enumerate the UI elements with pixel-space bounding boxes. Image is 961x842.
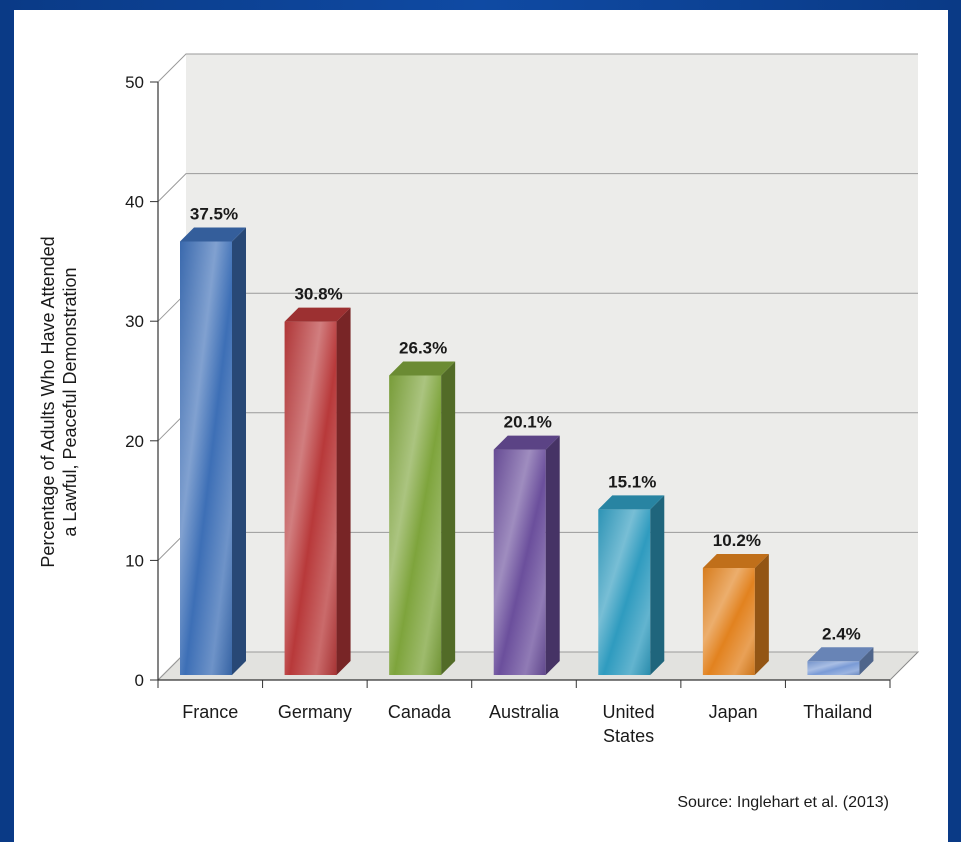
x-tick-label: Thailand bbox=[803, 702, 872, 722]
data-label: 26.3% bbox=[399, 338, 447, 357]
bar-front bbox=[702, 568, 755, 675]
bar-top bbox=[598, 495, 665, 510]
bar-side bbox=[650, 495, 665, 675]
bar-thailand bbox=[807, 647, 874, 675]
bar-top bbox=[389, 361, 456, 376]
bar-front bbox=[389, 375, 442, 675]
data-labels: 37.5% 30.8% 26.3% 20.1% 15.1% 10.2% 2.4% bbox=[190, 205, 861, 644]
bar-front bbox=[284, 321, 337, 675]
bar-australia bbox=[493, 435, 560, 675]
y-tick-label: 20 bbox=[125, 432, 144, 451]
y-tick-label: 30 bbox=[125, 312, 144, 331]
x-tick-label: Germany bbox=[278, 702, 352, 722]
bar-front bbox=[493, 449, 546, 675]
data-label: 30.8% bbox=[294, 285, 342, 304]
bar-top bbox=[493, 435, 560, 450]
y-tick-label: 40 bbox=[125, 193, 144, 212]
axes bbox=[150, 81, 891, 688]
data-label: 10.2% bbox=[713, 531, 761, 550]
bar-united-states bbox=[598, 495, 665, 675]
bar-top bbox=[702, 554, 769, 569]
bar-side bbox=[545, 435, 560, 675]
data-label: 20.1% bbox=[504, 413, 552, 432]
data-label: 2.4% bbox=[822, 624, 861, 643]
bar-top bbox=[284, 307, 351, 322]
bar-front bbox=[598, 509, 651, 675]
chart-panel: 0 10 20 30 40 50 37.5% 30.8% 26.3% 20.1% 15.1% 10.… bbox=[14, 10, 948, 842]
bar-front bbox=[180, 241, 232, 675]
y-axis-title: Percentage of Adults Who Have Attended a … bbox=[38, 236, 80, 567]
bar-side bbox=[754, 554, 769, 675]
bar-france bbox=[180, 227, 246, 675]
bar-canada bbox=[389, 361, 456, 675]
y-axis-label: Percentage of Adults Who Have Attended a … bbox=[38, 236, 80, 567]
y-tick-label: 50 bbox=[125, 73, 144, 92]
y-tick-labels: 0 10 20 30 40 50 bbox=[125, 73, 144, 690]
bar-top bbox=[807, 647, 874, 662]
bar-side bbox=[859, 647, 874, 675]
x-tick-label: Japan bbox=[709, 702, 758, 722]
source-note: Source: Inglehart et al. (2013) bbox=[677, 794, 889, 811]
x-tick-label: France bbox=[182, 702, 238, 722]
data-label: 37.5% bbox=[190, 205, 238, 224]
grid-line bbox=[157, 53, 918, 83]
bar-germany bbox=[284, 307, 351, 675]
bar-side bbox=[232, 227, 246, 675]
data-label: 15.1% bbox=[608, 472, 656, 491]
y-tick-label: 0 bbox=[135, 671, 144, 690]
bar-side bbox=[336, 307, 351, 675]
bar-side bbox=[441, 361, 456, 675]
bar-chart: 0 10 20 30 40 50 37.5% 30.8% 26.3% 20.1% 15.1% 10.… bbox=[38, 53, 920, 811]
grid-line bbox=[157, 173, 918, 202]
x-tick-label: Canada bbox=[388, 702, 452, 722]
y-tick-label: 10 bbox=[125, 551, 144, 570]
bar-japan bbox=[702, 554, 769, 675]
bar-front bbox=[807, 661, 860, 675]
bars bbox=[180, 227, 874, 675]
bar-top bbox=[180, 227, 246, 242]
x-tick-label: Australia bbox=[489, 702, 560, 722]
x-tick-label: United States bbox=[603, 702, 655, 746]
x-tick-labels: France Germany Canada Australia United States… bbox=[182, 702, 872, 746]
